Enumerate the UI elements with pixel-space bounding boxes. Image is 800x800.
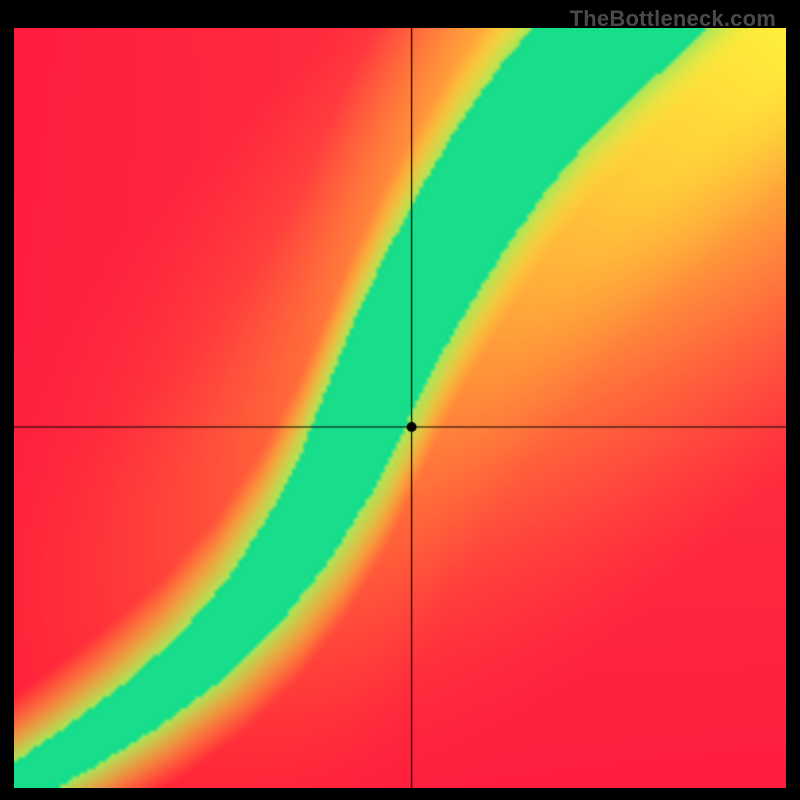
bottleneck-heatmap [14, 28, 786, 788]
